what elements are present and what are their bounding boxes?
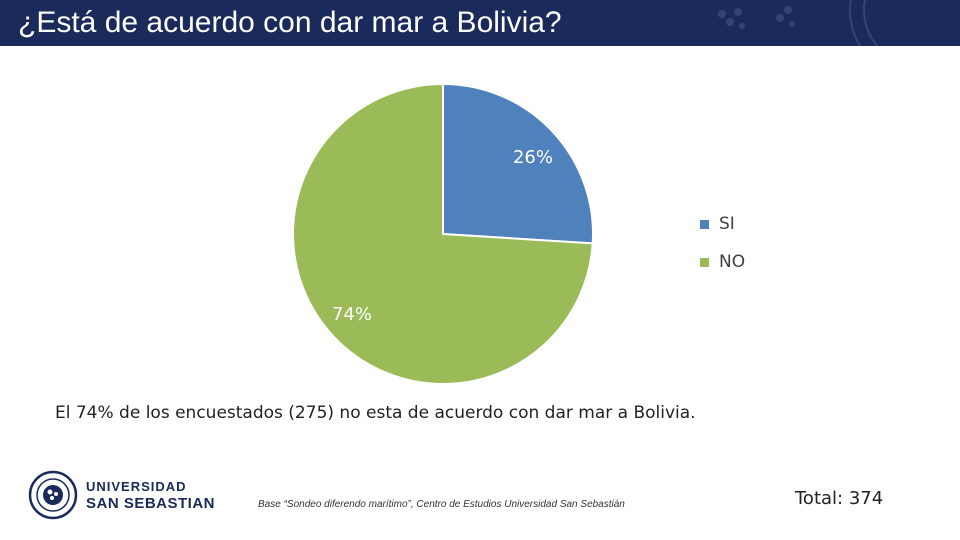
legend-swatch-no [700, 257, 709, 267]
pie-chart: 26% 74% [292, 82, 594, 385]
header-bar: ¿Está de acuerdo con dar mar a Bolivia? [0, 0, 960, 46]
legend-swatch-si [700, 219, 709, 229]
university-logo: UNIVERSIDAD SAN SEBASTIAN [28, 470, 215, 520]
pie-slice-si [442, 82, 594, 245]
source-note: Base “Sondeo diferendo marítimo”, Centro… [258, 499, 625, 510]
total-count: Total: 374 [795, 488, 884, 509]
data-label-no: 74% [332, 304, 372, 325]
legend-label-no: NO [719, 252, 746, 272]
logo-text-line2: SAN SEBASTIAN [86, 495, 216, 512]
university-watermark-icon [718, 0, 879, 46]
university-seal-icon [28, 470, 78, 520]
page-title: ¿Está de acuerdo con dar mar a Bolivia? [18, 6, 562, 39]
legend-item-no: NO [700, 243, 745, 281]
summary-text: El 74% de los encuestados (275) no esta … [55, 403, 696, 423]
legend-item-si: SI [700, 205, 745, 243]
logo-text-line1: UNIVERSIDAD [86, 479, 187, 494]
legend-label-si: SI [719, 214, 735, 234]
data-label-si: 26% [513, 147, 553, 168]
legend: SI NO [700, 205, 745, 281]
pie-slice-no [292, 82, 594, 385]
